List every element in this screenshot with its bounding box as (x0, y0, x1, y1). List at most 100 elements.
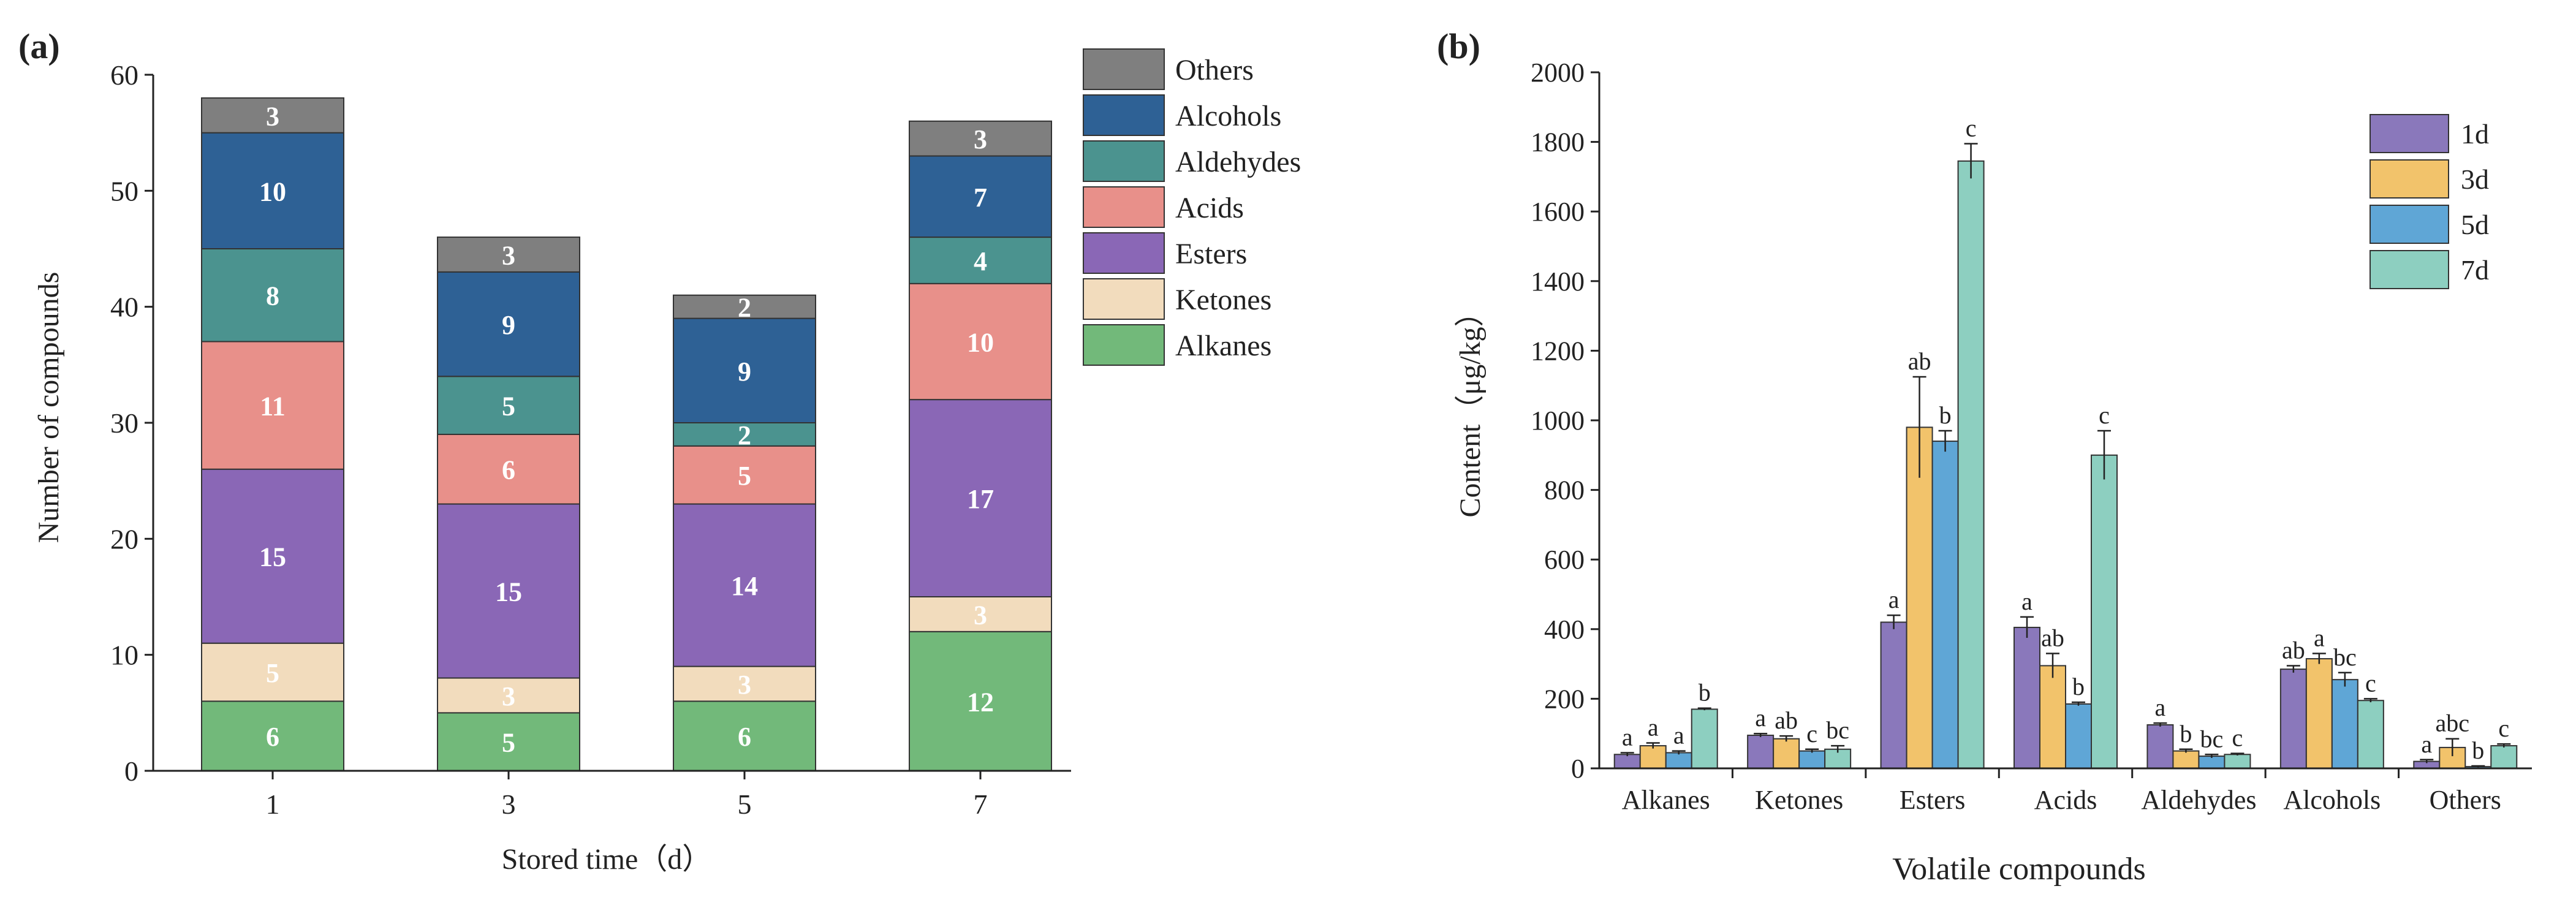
bar-7d-esters (1957, 160, 1985, 769)
x-tick-label: Aldehydes (2141, 785, 2256, 815)
bar-3d-aldehydes (2172, 750, 2200, 769)
legend-swatch-alkanes (1083, 324, 1165, 366)
bar-segment-aldehydes (201, 248, 344, 343)
significance-letter: b (2072, 673, 2085, 700)
y-tick-label: 200 (1544, 684, 1585, 714)
legend-swatch-acids (1083, 186, 1165, 228)
significance-letter: b (2472, 736, 2484, 764)
segment-value-label: 6 (502, 455, 515, 485)
legend-label-alcohols: Alcohols (1175, 100, 1281, 132)
segment-value-label: 15 (495, 577, 522, 607)
segment-value-label: 4 (974, 246, 987, 276)
bar-segment-alkanes (673, 700, 816, 772)
bar-segment-ketones (909, 596, 1052, 632)
significance-letter: c (2232, 724, 2243, 752)
bar-segment-esters (673, 503, 816, 667)
segment-value-label: 3 (502, 681, 515, 711)
significance-letter: a (1673, 722, 1684, 749)
y-tick-label: 1800 (1531, 127, 1585, 157)
significance-letter: a (1755, 704, 1766, 732)
bar-segment-ketones (437, 677, 580, 714)
bar-segment-aldehydes (909, 237, 1052, 284)
segment-value-label: 10 (967, 327, 994, 357)
segment-value-label: 3 (266, 101, 279, 131)
panel-a-x-axis-title: Stored time（d） (502, 843, 712, 876)
segment-value-label: 17 (967, 484, 994, 514)
bar-segment-alcohols (673, 317, 816, 423)
bar-5d-aldehydes (2198, 755, 2226, 769)
bar-segment-others (201, 97, 344, 134)
panel-a-stacked-bar-chart: (a) Number of compounds Stored time（d） 0… (18, 26, 1301, 876)
segment-value-label: 3 (738, 670, 751, 700)
significance-letter: bc (2333, 643, 2357, 671)
legend-label-7d: 7d (2461, 254, 2489, 286)
bar-segment-alkanes (437, 712, 580, 772)
significance-letter: a (2021, 588, 2032, 615)
legend-label-3d: 3d (2461, 164, 2489, 195)
bar-3d-acids (2039, 665, 2066, 769)
bar-segment-alkanes (201, 700, 344, 772)
y-tick-label: 800 (1544, 475, 1585, 506)
segment-value-label: 5 (266, 658, 279, 688)
panel-b-y-axis-title: Content（μg/kg） (1454, 297, 1487, 517)
significance-letter: ab (2282, 636, 2305, 664)
bar-segment-alcohols (201, 132, 344, 249)
bar-5d-alcohols (2331, 679, 2358, 770)
y-tick-label: 600 (1544, 545, 1585, 575)
significance-letter: a (1622, 723, 1633, 751)
significance-letter: ab (1775, 706, 1798, 734)
bar-segment-esters (909, 399, 1052, 598)
y-tick-label: 0 (1571, 754, 1585, 784)
significance-letter: c (1806, 720, 1817, 748)
legend-swatch-5d (2370, 205, 2449, 244)
legend-label-alkanes: Alkanes (1175, 330, 1271, 362)
panel-a-legend: Others Alcohols Aldehydes Acids Esters Ketone… (1083, 48, 1301, 366)
legend-swatch-ketones (1083, 278, 1165, 320)
bar-segment-acids (909, 282, 1052, 401)
significance-letter: b (2180, 720, 2192, 748)
significance-letter: a (2314, 624, 2325, 652)
legend-label-esters: Esters (1175, 238, 1247, 270)
bar-segment-others (909, 120, 1052, 157)
segment-value-label: 5 (502, 392, 515, 422)
bar-3d-ketones (1773, 738, 1800, 769)
x-tick-label: Ketones (1755, 785, 1843, 815)
bar-segment-alcohols (909, 155, 1052, 238)
segment-value-label: 12 (967, 687, 994, 717)
segment-value-label: 2 (738, 293, 751, 323)
segment-value-label: 3 (502, 240, 515, 270)
legend-label-5d: 5d (2461, 209, 2489, 240)
segment-value-label: 6 (738, 722, 751, 752)
segment-value-label: 5 (738, 461, 751, 491)
bar-segment-aldehydes (437, 376, 580, 435)
x-tick-label: Others (2430, 785, 2501, 815)
segment-value-label: 11 (260, 392, 286, 422)
segment-value-label: 9 (502, 310, 515, 340)
y-tick-label: 10 (110, 640, 138, 671)
significance-letter: b (1939, 401, 1952, 429)
significance-letter: a (1648, 714, 1659, 741)
legend-swatch-alcohols (1083, 94, 1165, 136)
bar-3d-alkanes (1639, 745, 1667, 769)
bar-5d-alkanes (1665, 752, 1692, 769)
legend-label-acids: Acids (1175, 192, 1244, 224)
panel-b-grouped-bar-chart: (b) Content（μg/kg） Volatile compounds 0 2… (1437, 26, 2532, 887)
segment-value-label: 2 (738, 420, 751, 450)
significance-letter: ab (2041, 624, 2064, 652)
panel-a-bars: 6 5 15 11 8 10 3 5 3 15 6 5 9 3 6 3 14 5 2 9 2 12 3 17 10 4 7 3 (201, 97, 1052, 772)
significance-letter: c (1966, 114, 1977, 142)
significance-letter: abc (2436, 710, 2470, 737)
legend-label-others: Others (1175, 54, 1254, 86)
x-tick-label: 7 (974, 789, 988, 820)
legend-label-aldehydes: Aldehydes (1175, 146, 1301, 178)
bar-segment-acids (437, 433, 580, 505)
bar-segment-others (437, 237, 580, 273)
bar-5d-ketones (1798, 750, 1826, 769)
y-tick-label: 2000 (1531, 58, 1585, 88)
x-tick-label: Esters (1900, 785, 1966, 815)
bar-1d-acids (2013, 626, 2040, 770)
significance-letter: ab (1908, 347, 1931, 375)
significance-letter: c (2498, 714, 2509, 742)
panel-a-label: (a) (18, 26, 60, 66)
bar-7d-aldehydes (2224, 754, 2251, 770)
